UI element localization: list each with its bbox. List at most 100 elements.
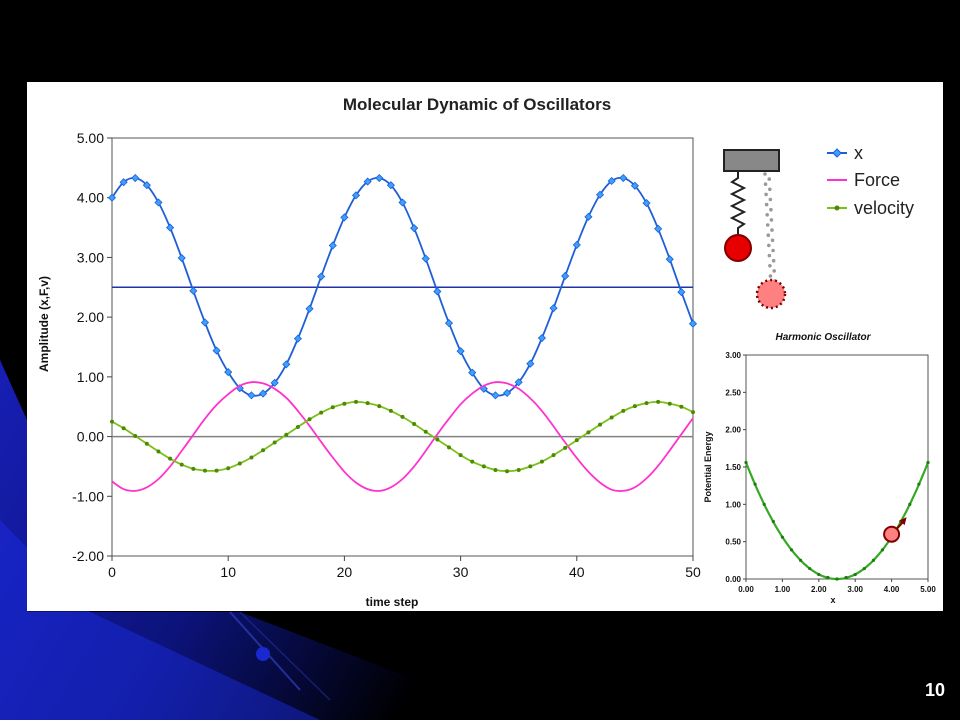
data-point-velocity [191, 466, 196, 471]
inset-x-tick-label: 0.00 [738, 585, 754, 594]
y-tick-label: 0.00 [77, 429, 104, 445]
data-point-x [619, 173, 628, 183]
data-point-x [258, 389, 268, 398]
data-point-velocity [133, 433, 138, 438]
ghost-spring-dot [771, 248, 775, 253]
data-point-velocity [307, 417, 312, 422]
data-point-velocity [319, 410, 324, 415]
inset-data-point [789, 548, 794, 552]
data-point-velocity [644, 401, 649, 406]
inset-data-point [862, 566, 866, 571]
data-point-x [410, 224, 419, 233]
data-point-x [293, 334, 302, 343]
x-tick-label: 20 [337, 564, 353, 580]
data-point-x [200, 318, 210, 327]
inset-data-point [826, 575, 830, 580]
data-point-x [456, 347, 465, 356]
data-point-x [340, 213, 349, 222]
data-point-x [166, 223, 175, 232]
data-point-velocity [342, 401, 347, 406]
data-point-x [351, 191, 361, 200]
ghost-spring-dot [765, 213, 769, 217]
data-point-velocity [458, 453, 463, 458]
data-point-x [688, 319, 698, 328]
inset-data-point [753, 482, 757, 486]
ghost-spring-dot [769, 218, 774, 222]
data-point-velocity [493, 468, 498, 473]
data-point-x [526, 359, 535, 368]
inset-data-point [835, 577, 839, 581]
inset-data-point [844, 575, 848, 580]
data-point-x [421, 254, 430, 263]
data-point-velocity [168, 456, 173, 461]
data-point-velocity [121, 426, 126, 431]
data-point-x [537, 333, 547, 343]
data-point-x [433, 287, 442, 296]
main-plot-area: -2.00 -1.00 0.00 1.00 2.00 3.00 4.00 5.00 0 10 20 3… [72, 130, 701, 580]
data-point-velocity [632, 404, 637, 409]
data-point-x [142, 181, 151, 190]
spring-illustration [723, 149, 787, 310]
inset-y-tick-label: 3.00 [725, 351, 741, 360]
data-point-velocity [156, 449, 161, 454]
ghost-spring-dot [771, 258, 776, 263]
data-point-x [386, 181, 395, 190]
x-tick-label: 30 [453, 564, 469, 580]
data-point-velocity [400, 414, 405, 419]
main-chart-xlabel: time step [366, 595, 419, 609]
inset-data-point [771, 519, 775, 524]
inset-data-point [808, 566, 812, 571]
data-point-velocity [226, 466, 231, 471]
y-tick-label: 4.00 [77, 190, 104, 206]
data-point-x [642, 199, 651, 208]
inset-data-point [917, 482, 921, 486]
data-point-x [119, 178, 128, 187]
data-point-velocity [470, 459, 475, 464]
data-point-x [468, 368, 477, 377]
data-point-velocity [214, 468, 219, 473]
inset-x-tick-label: 4.00 [884, 585, 900, 594]
data-point-velocity [423, 429, 428, 434]
x-tick-label: 0 [108, 564, 116, 580]
ghost-spring-dot [763, 182, 768, 186]
inset-frame [745, 354, 929, 580]
series-line-force [111, 381, 694, 492]
data-point-x [654, 224, 663, 233]
data-point-velocity [446, 445, 451, 450]
ghost-spring-dot [763, 172, 767, 176]
data-point-velocity [261, 448, 266, 453]
data-point-velocity [237, 461, 242, 466]
data-point-velocity [574, 438, 579, 443]
mass-ball [724, 234, 752, 262]
decorative-dot [256, 647, 270, 661]
legend-item-x: x [827, 143, 863, 163]
inset-plot-area: 0.00 0.50 1.00 1.50 2.00 2.50 3.00 0.00 1.00 2.00… [725, 351, 936, 594]
chart-panel: Molecular Dynamic of Oscillators Amplitu… [27, 82, 943, 611]
data-point-velocity [516, 468, 521, 473]
inset-y-tick-label: 2.00 [725, 426, 741, 435]
inset-y-tick-label: 1.00 [725, 500, 741, 509]
inset-x-tick-label: 2.00 [811, 585, 827, 594]
ghost-spring-dot [770, 238, 775, 243]
inset-y-tick-label: 0.50 [725, 538, 741, 547]
data-point-velocity [272, 440, 277, 445]
data-point-velocity [435, 437, 440, 442]
data-point-x [444, 319, 454, 328]
inset-data-point [853, 572, 857, 577]
spring-coil [729, 171, 747, 234]
legend-label-force: Force [854, 170, 900, 190]
data-point-velocity [656, 399, 661, 404]
data-point-velocity [598, 422, 603, 427]
data-point-x [572, 240, 581, 249]
data-point-x [375, 173, 384, 183]
data-point-velocity [330, 405, 335, 410]
inset-y-tick-label: 1.50 [725, 463, 741, 472]
x-tick-label: 40 [569, 564, 585, 580]
oscillator-position-marker [883, 525, 901, 543]
inset-chart-ylabel: Potential Energy [703, 431, 713, 502]
inset-data-point [799, 558, 803, 562]
data-point-x [549, 304, 558, 313]
inset-data-point [817, 572, 821, 577]
inset-data-point [780, 535, 785, 539]
data-point-velocity [481, 464, 486, 469]
